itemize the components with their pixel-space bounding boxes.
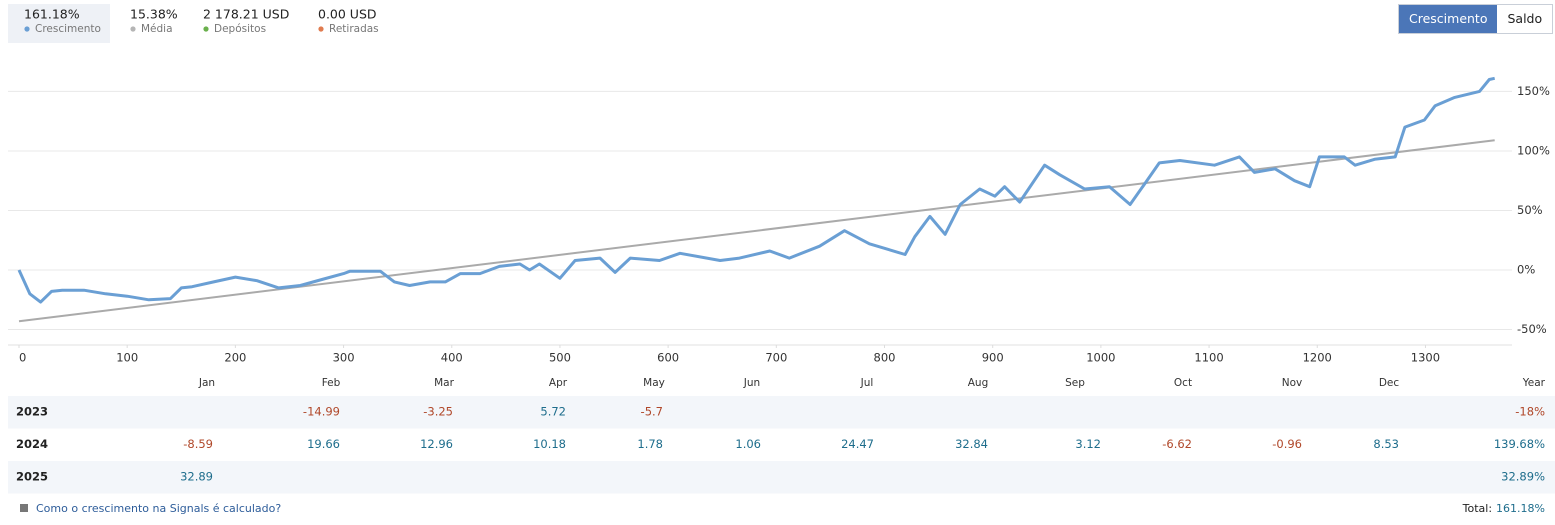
y-tick-label: -50%	[1517, 322, 1547, 336]
summary-active-bg	[8, 4, 110, 43]
table-value: 19.66	[307, 437, 340, 451]
x-tick-label: 500	[549, 351, 571, 365]
summary-label: Média	[141, 23, 173, 35]
series-line	[17, 76, 1496, 304]
table-value: 12.96	[420, 437, 453, 451]
column-header: Year	[1522, 377, 1546, 389]
row-bg	[8, 461, 1555, 494]
column-header: May	[643, 377, 665, 389]
row-year: 2025	[16, 470, 48, 484]
table-value: 139.68%	[1494, 437, 1545, 451]
table-value: 32.84	[955, 437, 988, 451]
table-value: -3.25	[423, 405, 453, 419]
table-value: 1.06	[735, 437, 761, 451]
x-tick-label: 1100	[1194, 351, 1223, 365]
x-tick-label: 0	[19, 351, 26, 365]
column-header: Oct	[1174, 377, 1192, 389]
x-tick-label: 1200	[1303, 351, 1332, 365]
summary-value: 2 178.21 USD	[203, 7, 289, 22]
x-tick-label: 1300	[1411, 351, 1440, 365]
toggle-button[interactable]: Crescimento	[1399, 5, 1498, 33]
x-tick-label: 300	[333, 351, 355, 365]
table-value: 32.89%	[1501, 470, 1545, 484]
column-header: Jun	[743, 377, 760, 389]
summary-label: Depósitos	[214, 23, 266, 35]
summary-label: Crescimento	[35, 23, 101, 35]
column-header: Nov	[1282, 377, 1303, 389]
summary-value: 161.18%	[24, 7, 80, 22]
table-value: -5.7	[641, 405, 663, 419]
total-label: Total:	[1462, 502, 1492, 515]
column-header: Jul	[860, 377, 874, 389]
summary-value: 15.38%	[130, 7, 178, 22]
column-header: Feb	[322, 377, 341, 389]
toggle-button[interactable]: Saldo	[1497, 5, 1553, 33]
row-year: 2023	[16, 405, 48, 419]
summary-value: 0.00 USD	[318, 7, 377, 22]
x-tick-label: 1000	[1086, 351, 1115, 365]
x-tick-label: 200	[224, 351, 246, 365]
table-value: -14.99	[303, 405, 340, 419]
column-header: Aug	[968, 377, 989, 389]
table-value: 10.18	[533, 437, 566, 451]
y-tick-label: 0%	[1517, 263, 1535, 277]
table-value: 24.47	[841, 437, 874, 451]
summary-dot	[318, 26, 324, 32]
help-link[interactable]: Como o crescimento na Signals é calculad…	[36, 502, 281, 515]
x-tick-label: 700	[765, 351, 787, 365]
y-tick-label: 150%	[1517, 84, 1550, 98]
row-year: 2024	[16, 437, 48, 451]
table-value: -18%	[1515, 405, 1545, 419]
summary-dot	[203, 26, 209, 32]
table-value: -0.96	[1272, 437, 1302, 451]
table-value: 1.78	[637, 437, 663, 451]
help-icon	[20, 504, 28, 512]
column-header: Sep	[1065, 377, 1085, 389]
series-line	[18, 139, 1495, 323]
view-toggle: Crescimento Saldo	[1398, 4, 1554, 34]
x-tick-label: 800	[874, 351, 896, 365]
table-value: 3.12	[1075, 437, 1101, 451]
column-header: Dec	[1379, 377, 1400, 389]
summary-label: Retiradas	[329, 23, 379, 35]
row-bg	[8, 396, 1555, 429]
table-value: 8.53	[1373, 437, 1399, 451]
y-tick-label: 50%	[1517, 203, 1543, 217]
column-header: Jan	[198, 377, 215, 389]
x-tick-label: 100	[116, 351, 138, 365]
table-value: -8.59	[183, 437, 213, 451]
table-value: 5.72	[540, 405, 566, 419]
x-tick-label: 600	[657, 351, 679, 365]
column-header: Apr	[549, 377, 568, 389]
x-tick-label: 900	[982, 351, 1004, 365]
table-value: -6.62	[1162, 437, 1192, 451]
y-tick-label: 100%	[1517, 143, 1550, 157]
summary-dot	[130, 26, 136, 32]
x-tick-label: 400	[441, 351, 463, 365]
total-value: 161.18%	[1496, 502, 1545, 515]
column-header: Mar	[434, 377, 454, 389]
summary-dot	[24, 26, 30, 32]
table-value: 32.89	[180, 470, 213, 484]
